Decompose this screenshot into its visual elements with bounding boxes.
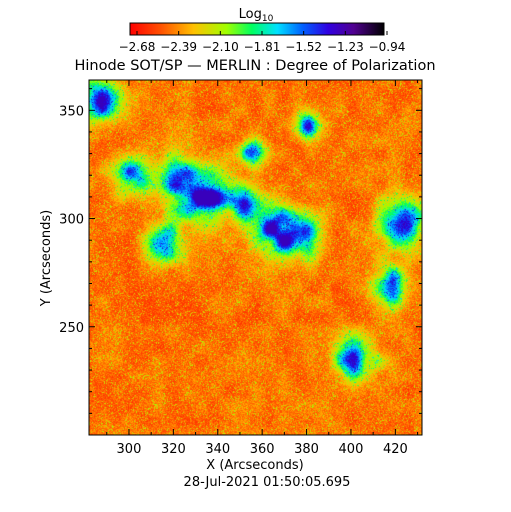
timestamp: 28-Jul-2021 01:50:05.695 [184, 475, 351, 490]
colorbar-tick-label: −1.23 [327, 40, 364, 54]
x-axis-label: X (Arcseconds) [206, 458, 303, 473]
y-tick-label: 300 [59, 213, 84, 228]
x-tick-label: 340 [205, 442, 230, 457]
chart-title: Hinode SOT/SP — MERLIN : Degree of Polar… [74, 58, 435, 74]
colorbar: Log10 −2.68 −2.39 −2.10 −1.81 −1.52 −1.23 −0.9… [119, 7, 406, 54]
plot-frame [88, 79, 423, 436]
colorbar-gradient [129, 22, 385, 36]
colorbar-ticks: −2.68 −2.39 −2.10 −1.81 −1.52 −1.23 −0.94 [119, 31, 406, 54]
x-axis: 300 320 340 360 380 400 420 [106, 80, 419, 457]
colorbar-tick-label: −2.39 [160, 40, 197, 54]
x-tick-label: 420 [383, 442, 408, 457]
heatmap-image [89, 80, 422, 435]
y-axis: 250 300 350 [59, 88, 422, 414]
x-tick-label: 360 [250, 442, 275, 457]
colorbar-tick-label: −1.52 [285, 40, 322, 54]
colorbar-tick-label: −2.68 [119, 40, 156, 54]
y-tick-label: 350 [59, 104, 84, 119]
x-tick-label: 400 [339, 442, 364, 457]
x-tick-label: 320 [161, 442, 186, 457]
colorbar-tick-label: −1.81 [244, 40, 281, 54]
x-tick-label: 380 [294, 442, 319, 457]
colorbar-label: Log10 [239, 7, 274, 24]
y-axis-label: Y (Arcseconds) [39, 210, 54, 307]
colorbar-label-sub: 10 [262, 14, 274, 24]
heatmap-area [88, 79, 423, 436]
colorbar-tick-label: −2.10 [202, 40, 239, 54]
x-tick-label: 300 [117, 442, 142, 457]
colorbar-tick-label: −0.94 [369, 40, 406, 54]
y-tick-label: 250 [59, 321, 84, 336]
